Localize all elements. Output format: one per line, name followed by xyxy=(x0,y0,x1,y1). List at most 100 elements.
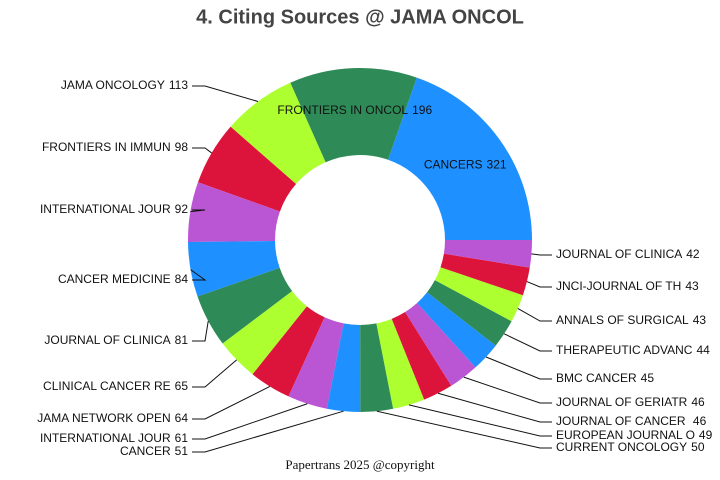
slice-label-value: 92 xyxy=(175,202,189,216)
slice-label-name: JAMA ONCOLOGY xyxy=(61,78,165,92)
slice-label: BMC CANCER 45 xyxy=(556,371,654,385)
slice-label-name: CANCER xyxy=(120,444,171,458)
slice-label-name: JOURNAL OF CLINICA xyxy=(556,247,682,261)
donut-slice xyxy=(405,302,476,386)
slice-label-value: 98 xyxy=(175,140,189,154)
leader-line xyxy=(192,359,237,388)
slice-label-value: 44 xyxy=(696,343,710,357)
slice-label-value: 49 xyxy=(699,428,713,442)
slice-label-name: CANCER MEDICINE xyxy=(58,272,171,286)
slice-label-value: 42 xyxy=(686,247,700,261)
leader-line xyxy=(526,281,552,288)
slice-label-value: 113 xyxy=(169,78,188,92)
donut-slice xyxy=(360,323,394,412)
slice-label-name: EUROPEAN JOURNAL O xyxy=(556,428,695,442)
donut-slice xyxy=(197,267,293,344)
slice-label: JAMA NETWORK OPEN 64 xyxy=(37,411,188,425)
slice-label-name: CLINICAL CANCER RE xyxy=(43,379,171,393)
slice-label: JOURNAL OF GERIATR 46 xyxy=(556,395,705,409)
slice-label-value: 81 xyxy=(175,333,189,347)
donut-slice xyxy=(440,253,530,296)
leader-line xyxy=(503,333,552,352)
slice-label-name: CURRENT ONCOLOGY xyxy=(556,440,687,454)
slice-label: EUROPEAN JOURNAL O 49 xyxy=(556,428,713,442)
donut-slice xyxy=(188,182,280,242)
slice-label: FRONTIERS IN IMMUN 98 xyxy=(42,140,188,154)
donut-slice xyxy=(188,240,280,297)
slice-label-value: 51 xyxy=(175,444,189,458)
slice-label-value: 64 xyxy=(175,411,189,425)
slice-label: CANCERS 321 xyxy=(424,158,507,172)
leader-line xyxy=(192,320,209,342)
leader-line xyxy=(192,85,259,102)
leader-line xyxy=(485,356,552,380)
slice-label: INTERNATIONAL JOUR 61 xyxy=(40,431,188,445)
slice-label-value: 65 xyxy=(175,379,189,393)
slice-label-value: 321 xyxy=(487,158,507,172)
slice-label: JOURNAL OF CLINICA 42 xyxy=(556,247,700,261)
chart-title: 4. Citing Sources @ JAMA ONCOL xyxy=(196,6,524,28)
donut-slice xyxy=(326,323,361,413)
leader-line xyxy=(192,386,271,420)
leader-line xyxy=(192,147,212,154)
slice-label: CLINICAL CANCER RE 65 xyxy=(43,379,188,393)
donut-slice xyxy=(417,292,496,368)
slice-label-value: 43 xyxy=(693,313,707,327)
slice-label: JOURNAL OF CLINICA 81 xyxy=(44,333,188,347)
donut-slice xyxy=(230,82,326,185)
slice-label-name: CANCERS xyxy=(424,158,483,172)
slice-label: JAMA ONCOLOGY 113 xyxy=(61,78,188,92)
donut-slice xyxy=(391,312,452,400)
slice-label-value: 45 xyxy=(641,371,655,385)
donut-slice xyxy=(288,317,344,409)
slice-label-value: 196 xyxy=(412,103,432,117)
slice-label-value: 46 xyxy=(693,414,707,428)
leader-line xyxy=(190,209,206,213)
slice-label-name: JOURNAL OF CANCER xyxy=(556,414,689,428)
slice-label-name: BMC CANCER xyxy=(556,371,637,385)
slice-label: CANCER MEDICINE 84 xyxy=(58,272,188,286)
slice-label-name: INTERNATIONAL JOUR xyxy=(40,202,171,216)
slice-label-name: ANNALS OF SURGICAL xyxy=(556,313,689,327)
leader-line xyxy=(517,308,552,322)
leader-line xyxy=(192,403,308,440)
slice-label-name: JAMA NETWORK OPEN xyxy=(37,411,170,425)
slice-label: INTERNATIONAL JOUR 92 xyxy=(40,202,188,216)
leader-line xyxy=(376,410,552,449)
slice-label: ANNALS OF SURGICAL 43 xyxy=(556,313,706,327)
leader-line xyxy=(192,410,344,453)
donut-slice xyxy=(443,240,532,268)
slice-label: CURRENT ONCOLOGY 50 xyxy=(556,440,705,454)
slice-label: THERAPEUTIC ADVANC 44 xyxy=(556,343,710,357)
donut-slice xyxy=(197,126,297,212)
slice-label-name: JNCI-JOURNAL OF TH xyxy=(556,279,681,293)
slice-label-name: JOURNAL OF GERIATR xyxy=(556,395,688,409)
donut-slice xyxy=(427,280,512,346)
slice-label: FRONTIERS IN ONCOL 196 xyxy=(277,103,432,117)
donut-slice xyxy=(222,291,307,375)
leader-line xyxy=(531,253,552,256)
leader-line xyxy=(437,392,552,423)
slice-label: CANCER 51 xyxy=(120,444,188,458)
slice-label: JNCI-JOURNAL OF TH 43 xyxy=(556,279,699,293)
donut-slice xyxy=(434,267,523,322)
footer: Papertrans 2025 @copyright xyxy=(285,457,435,472)
donut-slice xyxy=(252,306,325,397)
slice-label: JOURNAL OF CANCER 46 xyxy=(556,414,707,428)
slice-label-name: JOURNAL OF CLINICA xyxy=(44,333,170,347)
donut-slice xyxy=(388,77,532,241)
slice-label-value: 46 xyxy=(691,395,705,409)
slice-label-name: FRONTIERS IN IMMUN xyxy=(42,140,171,154)
leader-line xyxy=(190,269,207,281)
slice-label-value: 50 xyxy=(691,440,705,454)
leader-line xyxy=(463,376,552,404)
donut-slice xyxy=(376,318,425,409)
slice-label-value: 84 xyxy=(175,272,189,286)
donut-slice xyxy=(290,68,417,163)
leader-line xyxy=(408,404,552,437)
slice-label-name: THERAPEUTIC ADVANC xyxy=(556,343,693,357)
slice-label-name: FRONTIERS IN ONCOL xyxy=(277,103,408,117)
slice-label-name: INTERNATIONAL JOUR xyxy=(40,431,171,445)
slice-label-value: 43 xyxy=(685,279,699,293)
